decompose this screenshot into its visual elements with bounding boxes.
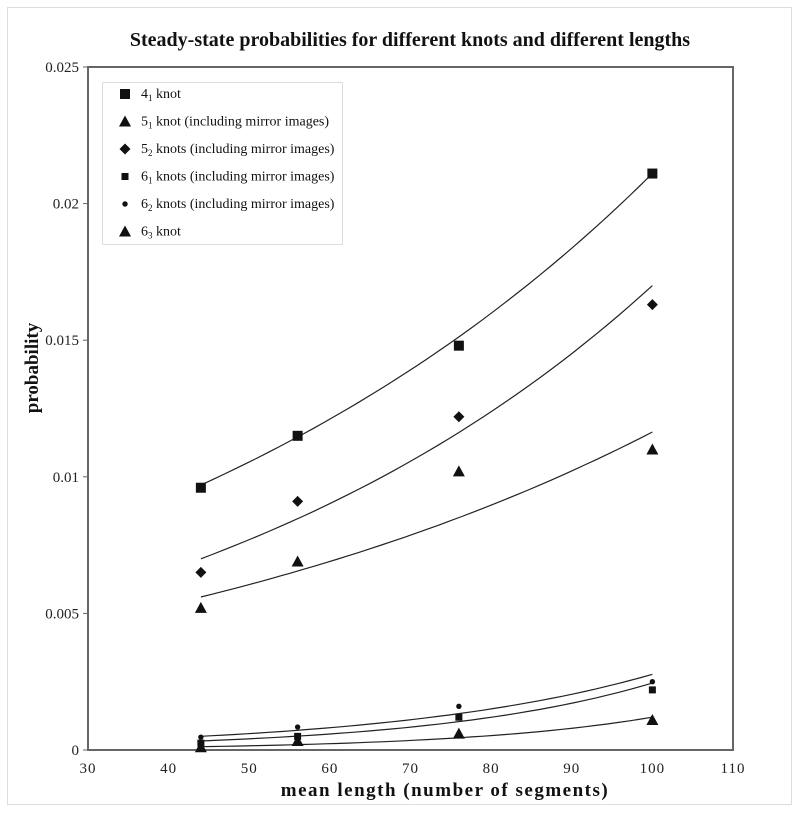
trendline	[200, 173, 653, 486]
y-tick-label: 0.01	[53, 470, 79, 486]
legend-marker	[119, 225, 131, 237]
data-point	[292, 430, 303, 441]
x-tick-label: 50	[241, 761, 258, 777]
trendline	[200, 716, 653, 748]
data-point	[195, 566, 207, 578]
legend-box	[102, 82, 343, 245]
data-point	[292, 495, 304, 507]
y-tick-label: 0.005	[45, 606, 79, 622]
y-tick-label: 0.015	[45, 333, 79, 349]
legend-entry: 63 knot	[141, 225, 181, 241]
x-tick-label: 80	[483, 761, 500, 777]
plot-area	[87, 66, 734, 751]
x-tick-label: 30	[80, 761, 97, 777]
legend-marker	[119, 115, 131, 127]
data-point	[646, 713, 659, 725]
legend-marker	[122, 201, 128, 207]
data-point	[195, 482, 206, 493]
data-point	[646, 299, 658, 311]
x-tick-label: 90	[563, 761, 580, 777]
legend-entry: 51 knot (including mirror images)	[141, 115, 329, 131]
legend: 41 knot 51 knot (including mirror images)…	[102, 82, 343, 245]
y-tick-label: 0	[72, 743, 80, 759]
data-point	[198, 734, 204, 740]
data-point	[194, 601, 207, 613]
y-tick-label: 0.02	[53, 197, 79, 213]
data-point	[452, 727, 465, 739]
data-point	[291, 555, 304, 567]
x-tick-label: 60	[321, 761, 338, 777]
legend-entry: 62 knots (including mirror images)	[141, 197, 335, 213]
data-point	[646, 443, 659, 455]
data-point	[456, 703, 462, 709]
legend-marker	[119, 143, 131, 155]
data-point	[294, 724, 301, 730]
x-axis-label: mean length (number of segments)	[281, 780, 609, 801]
x-tick-label: 40	[160, 761, 177, 777]
x-tick-label: 70	[402, 761, 419, 777]
x-tick-label: 100	[640, 761, 666, 777]
data-point	[455, 713, 463, 721]
x-tick-label: 110	[721, 761, 746, 777]
data-point	[453, 411, 465, 423]
data-point	[291, 734, 304, 746]
data-point	[647, 168, 658, 179]
chart-title: Steady-state probabilities for different…	[130, 29, 690, 51]
data-point	[452, 465, 465, 477]
legend-marker	[120, 89, 130, 99]
data-point	[649, 679, 656, 685]
legend-entry: 52 knots (including mirror images)	[141, 142, 335, 158]
y-tick-label: 0.025	[45, 60, 79, 76]
y-axis-label: probability	[22, 322, 43, 413]
trendline	[200, 431, 653, 598]
legend-entry: 61 knots (including mirror images)	[141, 170, 335, 186]
legend-entry: 41 knot	[141, 87, 181, 103]
data-point	[648, 686, 656, 694]
trendline	[200, 285, 653, 560]
trendline	[200, 673, 653, 737]
data-point	[194, 741, 207, 753]
data-point	[453, 340, 464, 351]
legend-marker	[121, 173, 129, 180]
trendline	[200, 682, 653, 742]
